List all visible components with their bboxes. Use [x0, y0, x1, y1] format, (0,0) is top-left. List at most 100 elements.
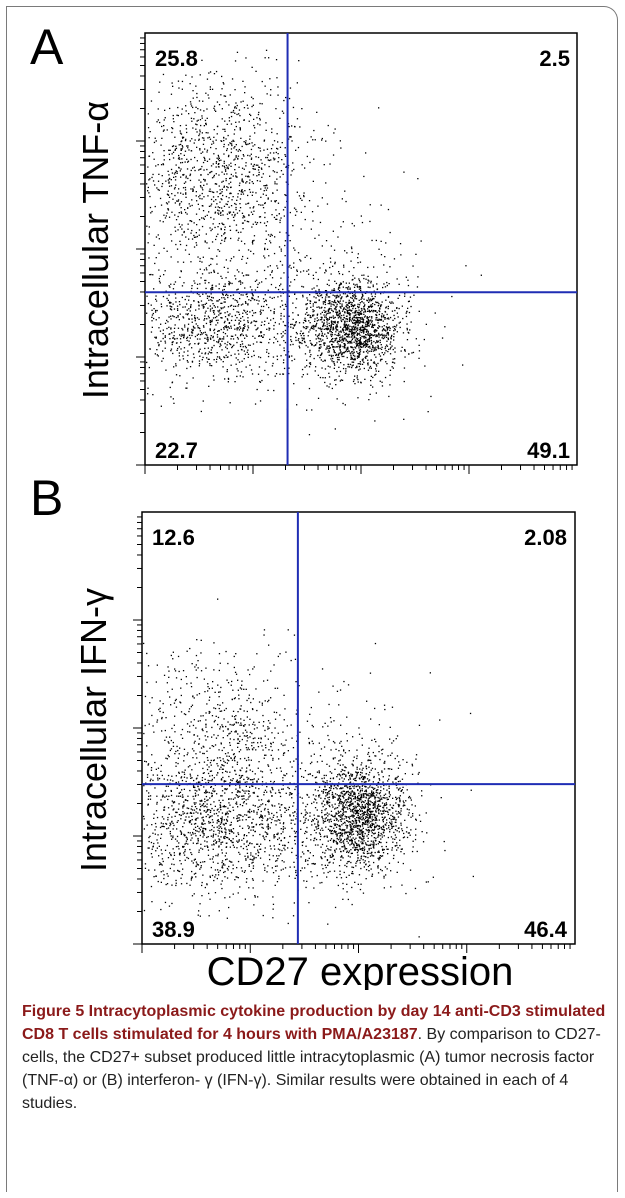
event-dot	[362, 833, 364, 835]
event-dot	[381, 335, 384, 337]
event-dot	[351, 342, 353, 344]
event-dot	[354, 346, 356, 348]
event-dot	[377, 301, 379, 304]
event-dot	[162, 163, 164, 165]
event-dot	[277, 86, 279, 88]
event-dot	[218, 185, 220, 187]
event-dot	[342, 882, 344, 885]
event-dot	[296, 82, 298, 84]
event-dot	[218, 210, 220, 212]
event-dot	[353, 351, 355, 354]
event-dot	[377, 786, 379, 788]
event-dot	[169, 333, 171, 335]
event-dot	[335, 329, 337, 331]
event-dot	[379, 360, 382, 362]
event-dot	[308, 857, 310, 859]
event-dot	[359, 321, 362, 323]
event-dot	[223, 83, 225, 85]
event-dot	[220, 359, 222, 361]
event-dot	[220, 344, 222, 346]
event-dot	[359, 322, 361, 324]
event-dot	[183, 335, 185, 337]
event-dot	[355, 340, 357, 342]
event-dot	[333, 350, 335, 352]
event-dot	[371, 295, 373, 297]
event-dot	[244, 142, 247, 144]
event-dot	[229, 229, 232, 231]
event-dot	[183, 351, 185, 353]
event-dot	[336, 323, 338, 326]
event-dot	[406, 323, 408, 325]
event-dot	[340, 841, 342, 844]
event-dot	[402, 800, 404, 802]
event-dot	[321, 328, 323, 330]
event-dot	[371, 793, 373, 795]
event-dot	[196, 283, 199, 285]
event-dot	[277, 141, 279, 143]
event-dot	[352, 349, 355, 351]
event-dot	[380, 254, 383, 256]
event-dot	[306, 826, 308, 829]
event-dot	[363, 302, 365, 304]
event-dot	[390, 337, 392, 339]
event-dot	[213, 129, 215, 131]
event-dot	[324, 786, 326, 788]
event-dot	[339, 346, 341, 348]
event-dot	[195, 323, 197, 325]
event-dot	[349, 825, 351, 827]
event-dot	[192, 188, 194, 190]
event-dot	[227, 167, 229, 170]
event-dot	[341, 755, 344, 757]
event-dot	[191, 328, 193, 331]
event-dot	[352, 354, 355, 357]
event-dot	[220, 317, 222, 319]
event-dot	[260, 305, 263, 308]
event-dot	[333, 858, 335, 860]
event-dot	[399, 243, 402, 245]
event-dot	[279, 176, 281, 178]
event-dot	[359, 848, 361, 850]
event-dot	[406, 327, 408, 330]
event-dot	[275, 108, 277, 110]
event-dot	[304, 167, 306, 169]
event-dot	[401, 305, 403, 307]
event-dot	[370, 384, 372, 386]
event-dot	[172, 303, 174, 305]
event-dot	[380, 318, 383, 321]
event-dot	[146, 183, 148, 185]
event-dot	[344, 811, 346, 813]
event-dot	[191, 76, 193, 78]
event-dot	[363, 337, 365, 339]
event-dot	[251, 355, 253, 358]
event-dot	[331, 344, 333, 346]
event-dot	[160, 405, 162, 407]
event-dot	[226, 149, 228, 152]
event-dot	[351, 326, 353, 328]
event-dot	[156, 349, 158, 351]
event-dot	[357, 771, 359, 774]
event-dot	[230, 142, 232, 145]
event-dot	[215, 183, 218, 185]
event-dot	[365, 278, 367, 280]
event-dot	[351, 774, 354, 776]
event-dot	[162, 337, 164, 340]
event-dot	[159, 220, 161, 222]
event-dot	[315, 324, 317, 326]
event-dot	[398, 322, 400, 324]
event-dot	[316, 322, 318, 325]
event-dot	[376, 815, 378, 817]
event-dot	[169, 305, 171, 307]
event-dot	[371, 786, 373, 788]
event-dot	[210, 288, 212, 290]
event-dot	[353, 798, 355, 800]
event-dot	[415, 834, 417, 836]
event-dot	[290, 267, 292, 269]
event-dot	[166, 305, 168, 307]
event-dot	[344, 846, 346, 848]
event-dot	[332, 154, 335, 156]
event-dot	[397, 767, 400, 769]
event-dot	[295, 331, 298, 334]
event-dot	[267, 289, 269, 291]
event-dot	[205, 267, 207, 269]
event-dot	[204, 303, 206, 305]
